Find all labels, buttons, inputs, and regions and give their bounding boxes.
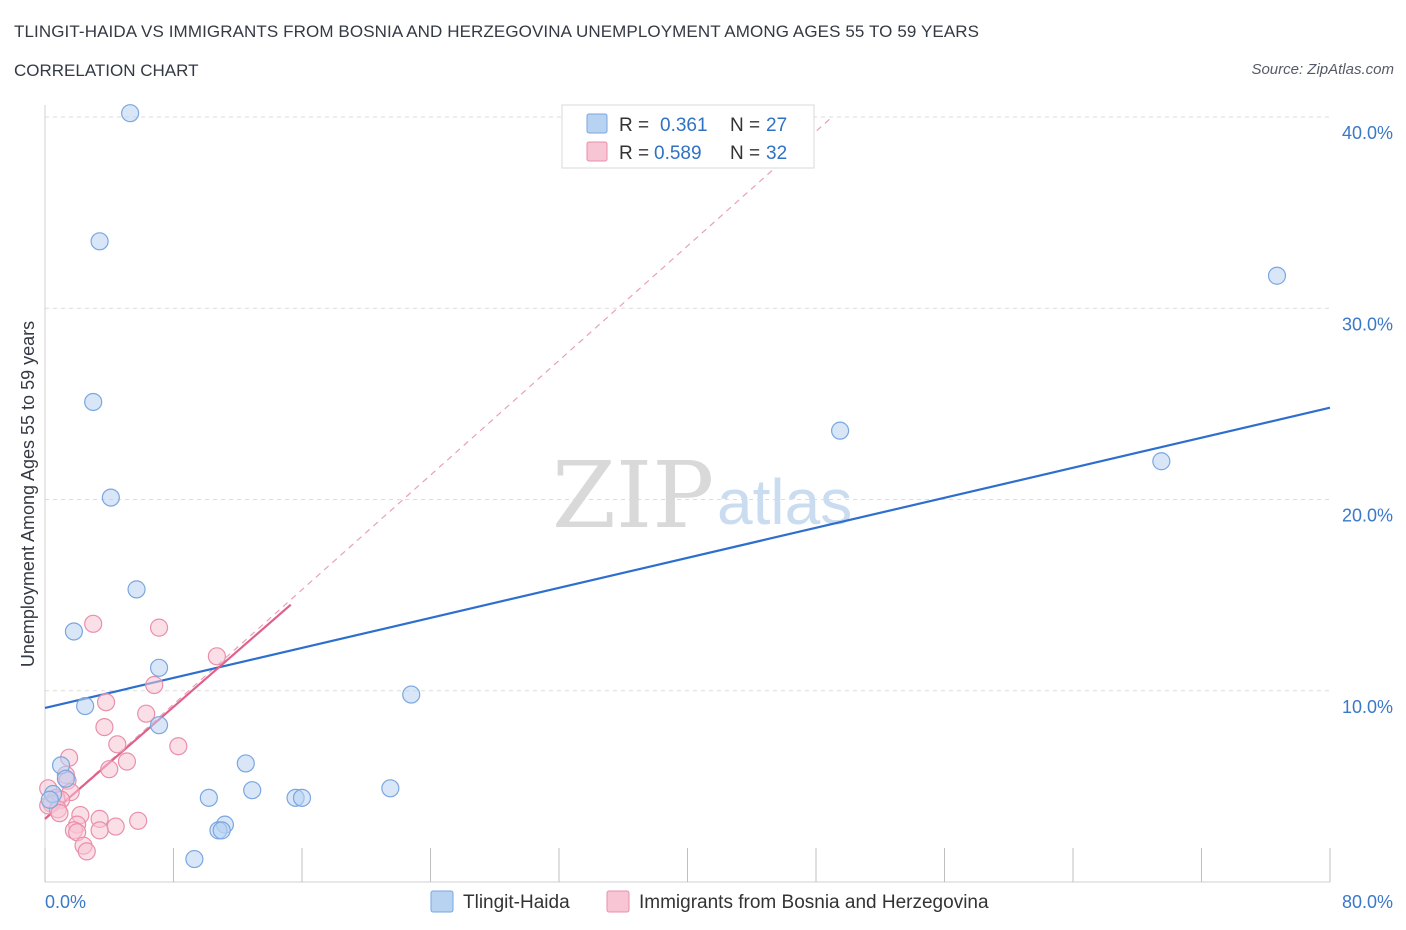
data-point-tlingit-haida (84, 392, 103, 412)
trend-lines (44, 116, 1331, 820)
legend-n-label: N = (730, 143, 760, 164)
data-point-tlingit-haida (212, 821, 231, 840)
legend-correlation: R = 0.361 N = 27 R = 0.589 N = 32 (561, 104, 815, 169)
legend-swatch-tlingit-haida (430, 890, 454, 913)
data-point-tlingit-haida (76, 696, 95, 716)
data-point-bosnia (108, 735, 127, 754)
data-point-bosnia (117, 752, 137, 771)
data-point-bosnia (90, 821, 109, 840)
data-point-bosnia (169, 737, 188, 756)
y-tick-labels: 10.0% 20.0% 30.0% 40.0% (1342, 123, 1393, 717)
x-tick-label-max: 80.0% (1342, 892, 1393, 912)
data-point-bosnia (129, 811, 148, 830)
data-point-tlingit-haida (199, 788, 218, 807)
chart-title: TLINGIT-HAIDA VS IMMIGRANTS FROM BOSNIA … (14, 22, 980, 41)
legend-swatch-bosnia (586, 141, 608, 162)
y-axis-title: Unemployment Among Ages 55 to 59 years (18, 321, 38, 667)
legend-swatch-tlingit (586, 113, 608, 134)
legend-r-label: R = (619, 143, 649, 164)
data-point-tlingit-haida (236, 754, 255, 773)
trend-line-tlingit-haida (44, 406, 1331, 710)
y-tick-label: 40.0% (1342, 123, 1393, 143)
data-point-bosnia (96, 693, 116, 712)
data-point-tlingit-haida (292, 788, 312, 807)
data-point-bosnia (77, 842, 96, 861)
legend-label-tlingit-haida: Tlingit-Haida (463, 892, 570, 913)
legend-label-bosnia-herzegovina: Immigrants from Bosnia and Herzegovina (639, 892, 989, 913)
data-point-tlingit-haida (243, 781, 262, 800)
data-point-tlingit-haida (1267, 266, 1287, 285)
legend-n-value: 32 (766, 143, 787, 164)
watermark: ZIP atlas (552, 442, 852, 549)
legend-r-value: 0.361 (660, 115, 708, 136)
data-point-bosnia (50, 804, 69, 823)
data-point-bosnia (106, 817, 125, 836)
legend-r-label: R = (619, 115, 649, 136)
data-point-tlingit-haida (1152, 452, 1171, 471)
data-point-tlingit-haida (56, 769, 75, 788)
data-point-bosnia (145, 675, 164, 695)
x-tick-label-min: 0.0% (45, 892, 86, 912)
legend-swatch-bosnia-herzegovina (606, 890, 630, 913)
gridlines (45, 116, 1330, 692)
chart-subtitle: CORRELATION CHART (14, 61, 199, 80)
data-point-bosnia (207, 647, 226, 666)
data-point-tlingit-haida (121, 104, 140, 123)
data-point-tlingit-haida (40, 790, 59, 809)
source-label: Source: ZipAtlas.com (1251, 61, 1394, 78)
legend-n-label: N = (730, 115, 760, 136)
data-point-tlingit-haida (149, 716, 169, 735)
y-tick-label: 30.0% (1342, 314, 1393, 334)
x-axis-ticks (44, 848, 1331, 882)
data-point-bosnia (95, 717, 114, 737)
data-point-tlingit-haida (381, 779, 400, 798)
watermark-atlas: atlas (717, 466, 852, 538)
watermark-zip: ZIP (552, 442, 714, 549)
data-point-bosnia (84, 614, 103, 633)
legend-series: Tlingit-Haida Immigrants from Bosnia and… (430, 890, 989, 913)
data-point-bosnia (149, 618, 169, 637)
data-point-tlingit-haida (402, 685, 421, 704)
data-point-tlingit-haida (64, 622, 84, 641)
data-points (39, 104, 1287, 869)
data-point-tlingit-haida (830, 421, 850, 440)
data-point-tlingit-haida (149, 658, 169, 677)
data-point-tlingit-haida (101, 488, 120, 507)
data-point-bosnia (137, 704, 156, 723)
y-tick-label: 10.0% (1342, 697, 1393, 717)
data-point-tlingit-haida (127, 580, 146, 599)
data-point-bosnia (100, 760, 119, 779)
data-point-tlingit-haida (185, 849, 204, 869)
trend-line-bosnia (44, 603, 292, 820)
legend-row-bosnia: R = 0.589 N = 32 (586, 141, 787, 164)
legend-r-value: 0.589 (654, 143, 702, 164)
y-tick-label: 20.0% (1342, 506, 1393, 526)
legend-row-tlingit: R = 0.361 N = 27 (586, 113, 787, 136)
data-point-tlingit-haida (90, 232, 109, 251)
legend-n-value: 27 (766, 115, 787, 136)
